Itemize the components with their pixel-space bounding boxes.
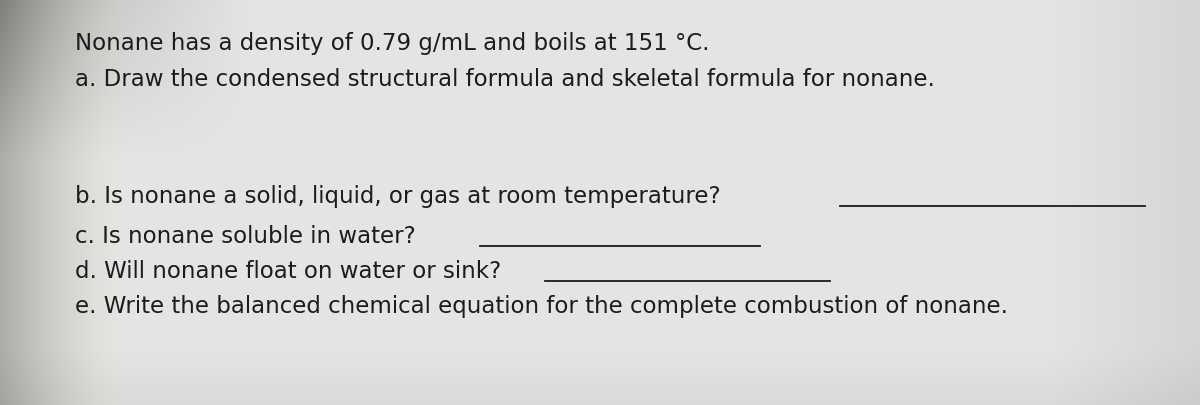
Text: a. Draw the condensed structural formula and skeletal formula for nonane.: a. Draw the condensed structural formula… [74,68,935,91]
Text: Nonane has a density of 0.79 g/mL and boils at 151 °C.: Nonane has a density of 0.79 g/mL and bo… [74,32,709,55]
Text: c. Is nonane soluble in water?: c. Is nonane soluble in water? [74,224,415,247]
Text: e. Write the balanced chemical equation for the complete combustion of nonane.: e. Write the balanced chemical equation … [74,294,1008,317]
Text: d. Will nonane float on water or sink?: d. Will nonane float on water or sink? [74,259,502,282]
Text: b. Is nonane a solid, liquid, or gas at room temperature?: b. Is nonane a solid, liquid, or gas at … [74,185,721,207]
